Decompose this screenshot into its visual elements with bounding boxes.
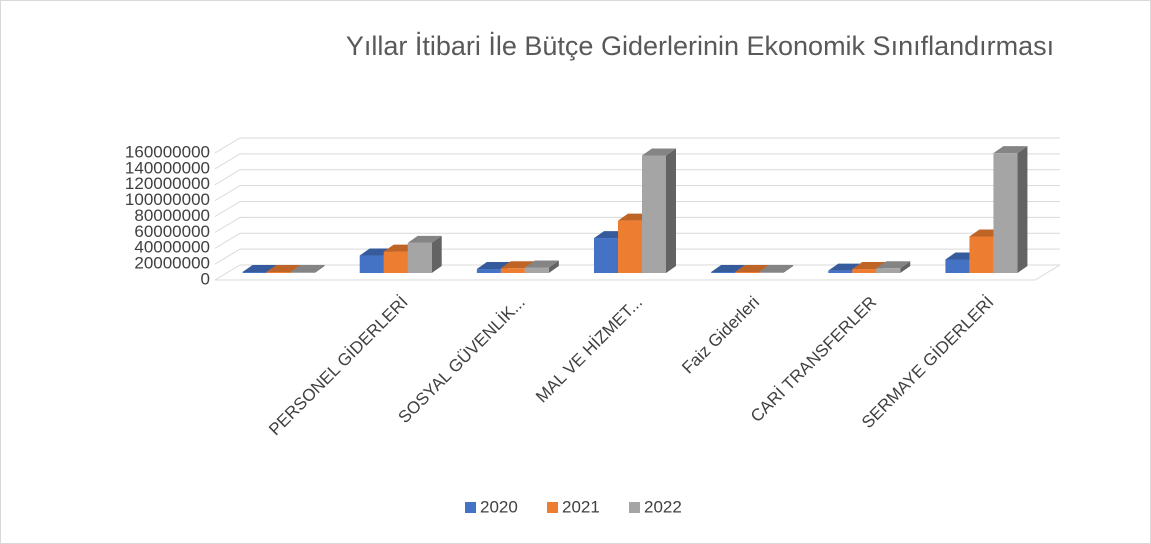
y-tick-label: 140000000 [125,158,210,177]
bar-top [759,265,794,272]
bar-top [290,265,325,272]
bar [852,269,877,273]
legend-swatch [547,502,558,513]
y-tick-label: 80000000 [134,206,210,225]
y-tick-label: 60000000 [134,222,210,241]
bar [876,268,901,273]
bar-side [783,265,794,273]
bar [242,272,267,273]
grid-line-side [214,248,241,265]
bar-top [711,265,746,272]
legend-label: 2022 [644,497,682,516]
y-tick-label: 120000000 [125,174,210,193]
bar-top [242,265,277,272]
grid-line-side [214,137,241,154]
bar [618,220,642,273]
bar-side [1017,146,1028,273]
y-tick-label: 100000000 [125,190,210,209]
bar [500,268,525,273]
y-tick-label: 20000000 [134,254,210,273]
y-tick-label: 0 [201,269,210,288]
grid-line-side [214,153,241,170]
legend-swatch [629,502,640,513]
bar-side [548,260,559,273]
bar [642,155,666,273]
bar [383,251,408,273]
bar [476,269,501,273]
bar [359,255,384,273]
legend-swatch [465,502,476,513]
grid-line-side [214,232,241,249]
legend-label: 2021 [562,497,600,516]
bar-top [735,265,770,272]
y-tick-label: 160000000 [125,142,210,161]
y-tick-label: 40000000 [134,238,210,257]
bar-side [666,148,676,273]
floor-edge-right [1034,264,1061,281]
bar-top [524,260,559,268]
bar [735,272,760,273]
bar-side [314,265,325,273]
bar [711,272,736,273]
grid-line-side [214,264,241,281]
grid-line-side [214,169,241,186]
bar-side [431,235,442,273]
grid-line-side [214,201,241,217]
chart-title: Yıllar İtibari İle Bütçe Giderlerinin Ek… [346,30,1054,61]
bar-top [266,265,301,272]
grid-line-side [214,216,241,233]
bar-top [993,146,1028,154]
bar [969,236,994,273]
grid-line-side [214,185,241,202]
bar [266,272,291,273]
legend-label: 2020 [480,497,518,516]
bar-top [642,148,676,156]
bar [290,272,315,273]
bar [828,270,853,273]
bar-top [876,261,911,269]
bar [594,238,618,273]
bar [524,267,549,273]
bar [945,259,970,273]
bar [993,153,1018,273]
bar [759,272,784,273]
bar-side [900,261,911,273]
bar-top [407,235,442,243]
bar [407,242,432,273]
